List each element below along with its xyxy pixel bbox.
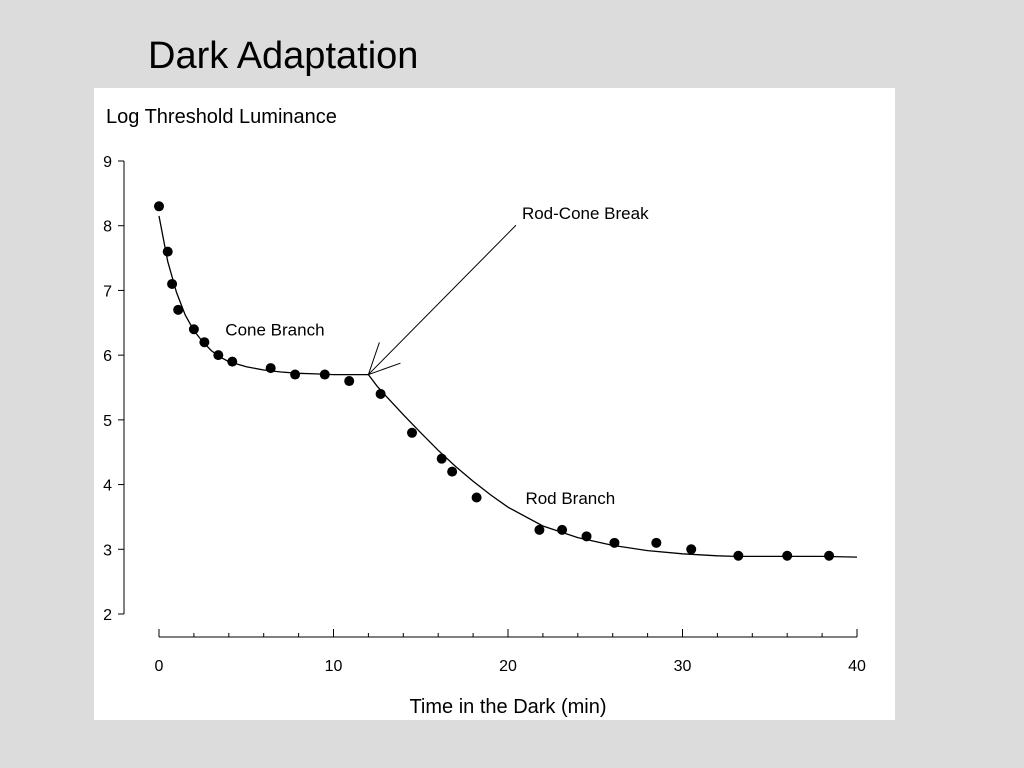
annotation-label: Rod Branch (525, 489, 615, 508)
data-point (162, 246, 173, 257)
fit-curve (158, 215, 858, 558)
x-tick-label: 30 (674, 658, 692, 675)
y-tick-label: 5 (103, 413, 112, 430)
data-point (227, 356, 238, 367)
x-tick-label: 40 (848, 658, 866, 675)
data-point (407, 427, 418, 438)
data-point (733, 550, 744, 561)
data-point (199, 337, 210, 348)
data-point (651, 537, 662, 548)
data-point (471, 492, 482, 503)
data-point (167, 278, 178, 289)
data-point (154, 201, 164, 212)
data-point (782, 550, 793, 561)
x-tick-label: 10 (325, 658, 343, 675)
data-point (188, 324, 199, 335)
y-axis-label: Log Threshold Luminance (106, 106, 337, 128)
y-tick-label: 8 (103, 219, 112, 236)
annotations: Cone Branch Rod Branch Rod-Cone Break (225, 204, 649, 508)
x-tick-label: 20 (499, 658, 517, 675)
chart-panel: Log Threshold Luminance Time in the Dark… (94, 88, 895, 720)
data-point (375, 388, 386, 399)
data-point (344, 376, 355, 387)
annotation-label: Rod-Cone Break (522, 204, 649, 223)
data-point (436, 453, 447, 464)
data-point (557, 524, 568, 535)
data-points (154, 201, 835, 561)
data-point (686, 544, 697, 555)
x-axis-label: Time in the Dark (min) (409, 696, 606, 718)
data-point (534, 524, 545, 535)
data-point (290, 369, 301, 380)
data-point (173, 304, 184, 315)
data-point (447, 466, 458, 477)
data-point (824, 550, 835, 561)
data-point (319, 369, 330, 380)
y-tick-label: 6 (103, 348, 112, 365)
data-point (265, 363, 276, 374)
data-point (581, 531, 592, 542)
dark-adaptation-chart: Log Threshold Luminance Time in the Dark… (103, 106, 866, 718)
fit-curve-group (158, 215, 858, 558)
y-tick-label: 3 (103, 542, 112, 559)
x-tick-label: 0 (155, 658, 164, 675)
annotation-label: Cone Branch (225, 321, 324, 340)
y-tick-label: 7 (103, 283, 112, 300)
axes: 2 3 4 5 6 7 8 9 0 10 20 30 40 (103, 154, 866, 675)
y-tick-label: 9 (103, 154, 112, 171)
y-tick-label: 4 (103, 478, 112, 495)
data-point (609, 537, 620, 548)
y-tick-label: 2 (103, 607, 112, 624)
annotation-arrow-head (367, 342, 401, 376)
data-point (213, 350, 224, 361)
annotation-arrow-line (368, 224, 517, 375)
slide-title: Dark Adaptation (148, 35, 419, 77)
